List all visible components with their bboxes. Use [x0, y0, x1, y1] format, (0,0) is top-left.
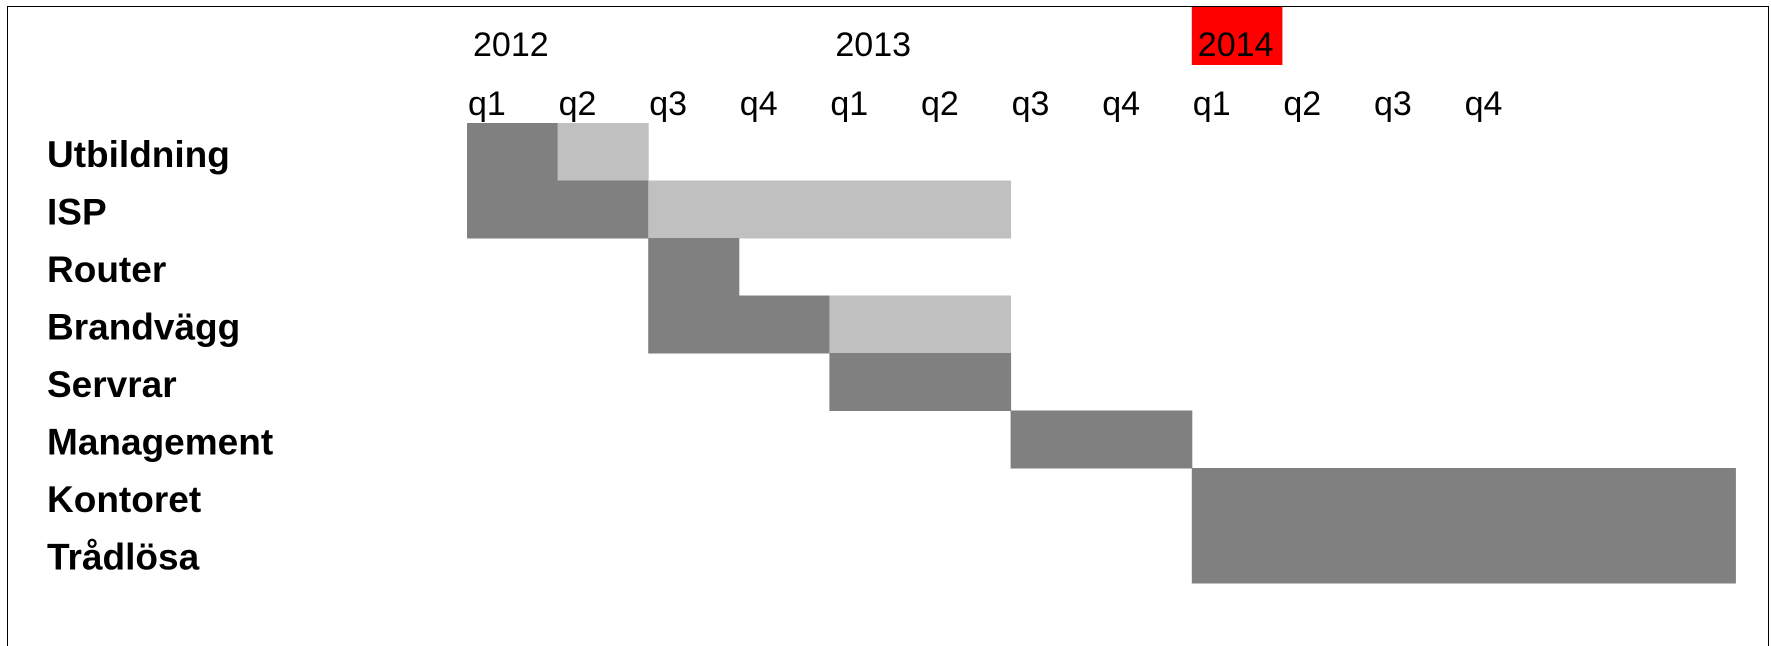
gantt-bar-dark: [1191, 468, 1736, 526]
task-label: Kontoret: [47, 479, 201, 520]
quarter-label: q2: [559, 85, 597, 123]
quarter-label: q4: [740, 85, 778, 123]
gantt-bar-dark: [648, 295, 830, 354]
gantt-bar-dark: [467, 123, 559, 181]
gantt-bar-light: [829, 295, 1012, 354]
task-label: Router: [47, 249, 166, 290]
task-label: Trådlösa: [47, 537, 200, 578]
gantt-bar-dark: [467, 180, 649, 239]
year-label: 2014: [1198, 26, 1274, 64]
quarter-label: q4: [1465, 85, 1503, 123]
quarter-label: q1: [1193, 85, 1231, 123]
quarter-label: q1: [830, 85, 868, 123]
quarter-label: q4: [1102, 85, 1140, 123]
gantt-bar-dark: [829, 353, 1012, 411]
year-highlight: [1191, 7, 1283, 65]
task-label: Management: [47, 422, 273, 463]
quarter-label: q3: [649, 85, 687, 123]
task-label: Servrar: [47, 364, 177, 405]
chart-frame: [7, 6, 1769, 646]
year-label: 2013: [835, 26, 911, 64]
quarter-label: q2: [1283, 85, 1321, 123]
gantt-bar-dark: [1191, 525, 1736, 584]
task-label: Brandvägg: [47, 307, 240, 348]
gantt-bar-light: [557, 123, 649, 181]
gantt-bar-light: [648, 180, 1012, 239]
quarter-label: q3: [1374, 85, 1412, 123]
quarter-label: q3: [1012, 85, 1050, 123]
task-label: ISP: [47, 192, 107, 233]
gantt-bar-dark: [1010, 410, 1193, 469]
quarter-label: q1: [468, 85, 506, 123]
quarter-label: q2: [921, 85, 959, 123]
gantt-bar-dark: [648, 238, 740, 296]
year-label: 2012: [473, 26, 549, 64]
task-label: Utbildning: [47, 134, 230, 175]
